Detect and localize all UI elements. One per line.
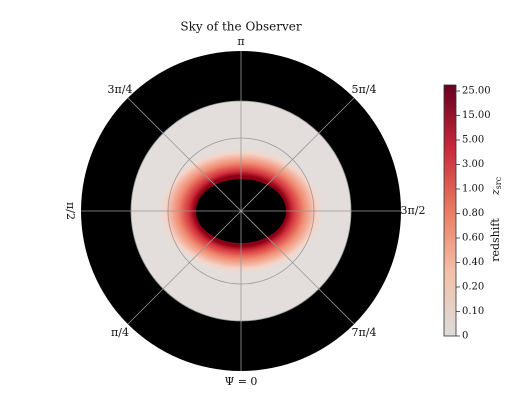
angle-label: Ψ = 0 [225, 375, 258, 388]
colorbar-tick-label: 15.00 [462, 110, 491, 121]
angle-label: π/4 [111, 326, 129, 339]
polar-image [81, 51, 401, 371]
angle-label: π/2 [64, 202, 77, 220]
colorbar-tick-label: 1.00 [462, 184, 484, 195]
colorbar-tick-label: 0.80 [462, 208, 484, 219]
colorbar-tick-label: 3.00 [462, 159, 484, 170]
colorbar-tick-label: 0.20 [462, 282, 484, 293]
colorbar-tick-label: 0.10 [462, 306, 484, 317]
colorbar-label: redshift [489, 218, 502, 262]
colorbar [443, 84, 457, 337]
colorbar-tick-label: 25.00 [462, 86, 491, 97]
colorbar-symbol-main: z [489, 189, 502, 196]
angle-label: 5π/4 [352, 83, 377, 96]
colorbar-tick-label: 0 [462, 331, 468, 342]
colorbar-tick-label: 5.00 [462, 135, 484, 146]
angle-label: 3π/2 [401, 204, 426, 217]
colorbar-symbol-subscript: src [494, 176, 503, 189]
colorbar-tick-label: 0.40 [462, 257, 484, 268]
angle-label: 3π/4 [108, 83, 133, 96]
angle-label: 7π/4 [352, 326, 377, 339]
chart-title: Sky of the Observer [180, 20, 301, 34]
colorbar-tick-label: 0.60 [462, 233, 484, 244]
angle-label: π [237, 35, 244, 48]
colorbar-symbol: zsrc [489, 176, 503, 196]
